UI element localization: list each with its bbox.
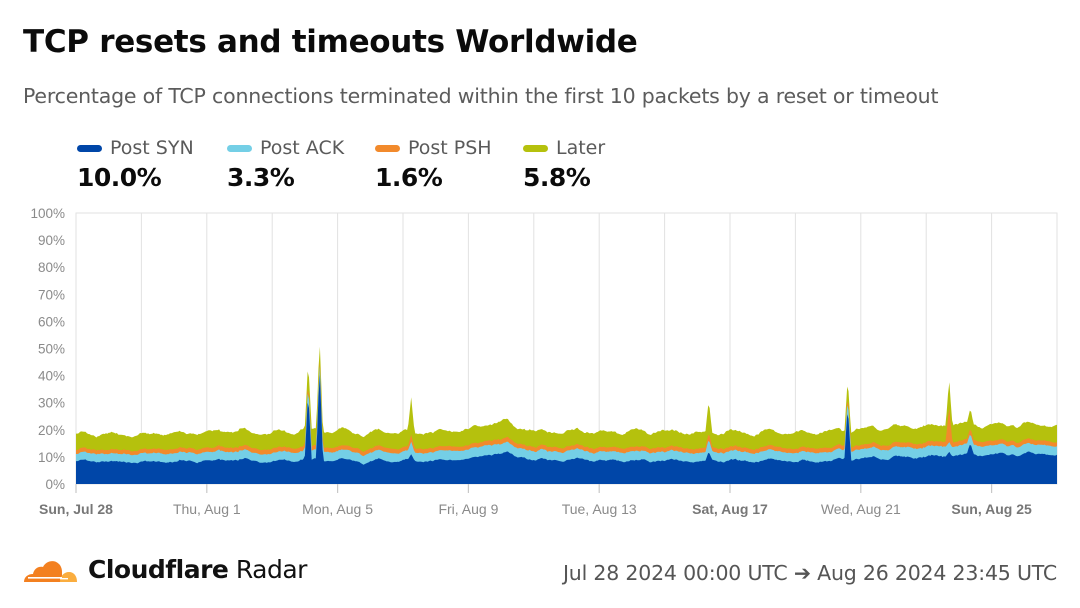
x-tick-label: Tue, Aug 13 xyxy=(562,501,637,517)
legend-item-post-psh[interactable]: Post PSH 1.6% xyxy=(375,136,523,192)
y-tick-label: 90% xyxy=(38,233,65,248)
y-tick-label: 70% xyxy=(38,287,65,302)
chart-title: TCP resets and timeouts Worldwide xyxy=(23,24,638,60)
brand-light: Radar xyxy=(228,555,308,584)
x-tick-label: Sun, Jul 28 xyxy=(39,501,113,517)
chart-subtitle: Percentage of TCP connections terminated… xyxy=(23,84,939,108)
y-tick-label: 80% xyxy=(38,260,65,275)
cloudflare-radar-logo[interactable]: Cloudflare Radar xyxy=(22,555,307,584)
date-range: Jul 28 2024 00:00 UTC ➔ Aug 26 2024 23:4… xyxy=(562,561,1057,585)
stacked-area-chart[interactable]: 0% 10% 20% 30% 40% 50% 60% 70% 80% 90% 100% Sun, Ju… xyxy=(0,200,1080,530)
legend: Post SYN 10.0% Post ACK 3.3% Post PSH 1.… xyxy=(77,136,673,192)
legend-label: Post ACK xyxy=(260,137,345,159)
legend-swatch-icon xyxy=(77,144,102,152)
legend-value: 1.6% xyxy=(375,163,443,192)
legend-label: Post SYN xyxy=(110,137,194,159)
y-tick-label: 60% xyxy=(38,314,65,329)
legend-value: 5.8% xyxy=(523,163,591,192)
x-tick-label: Thu, Aug 1 xyxy=(173,501,241,517)
y-tick-label: 0% xyxy=(45,477,65,492)
brand-bold: Cloudflare xyxy=(88,555,229,584)
legend-item-later[interactable]: Later 5.8% xyxy=(523,136,673,192)
y-tick-label: 100% xyxy=(30,206,65,221)
cloudflare-cloud-icon xyxy=(24,560,77,582)
brand-name: Cloudflare Radar xyxy=(88,555,307,584)
x-tick-label: Wed, Aug 21 xyxy=(821,501,901,517)
y-tick-label: 20% xyxy=(38,423,65,438)
legend-item-post-ack[interactable]: Post ACK 3.3% xyxy=(227,136,375,192)
x-tick-label: Sun, Aug 25 xyxy=(951,501,1032,517)
y-tick-label: 10% xyxy=(38,450,65,465)
legend-value: 3.3% xyxy=(227,163,295,192)
legend-swatch-icon xyxy=(375,144,400,152)
x-tick-label: Sat, Aug 17 xyxy=(692,501,768,517)
legend-swatch-icon xyxy=(227,144,252,152)
y-tick-label: 40% xyxy=(38,369,65,384)
legend-label: Later xyxy=(556,137,606,159)
x-tick-label: Mon, Aug 5 xyxy=(302,501,373,517)
legend-value: 10.0% xyxy=(77,163,162,192)
legend-swatch-icon xyxy=(523,144,548,152)
y-tick-label: 30% xyxy=(38,396,65,411)
area-post-syn[interactable] xyxy=(76,374,1057,484)
y-tick-label: 50% xyxy=(38,342,65,357)
legend-label: Post PSH xyxy=(408,137,492,159)
x-tick-label: Fri, Aug 9 xyxy=(438,501,498,517)
legend-item-post-syn[interactable]: Post SYN 10.0% xyxy=(77,136,227,192)
